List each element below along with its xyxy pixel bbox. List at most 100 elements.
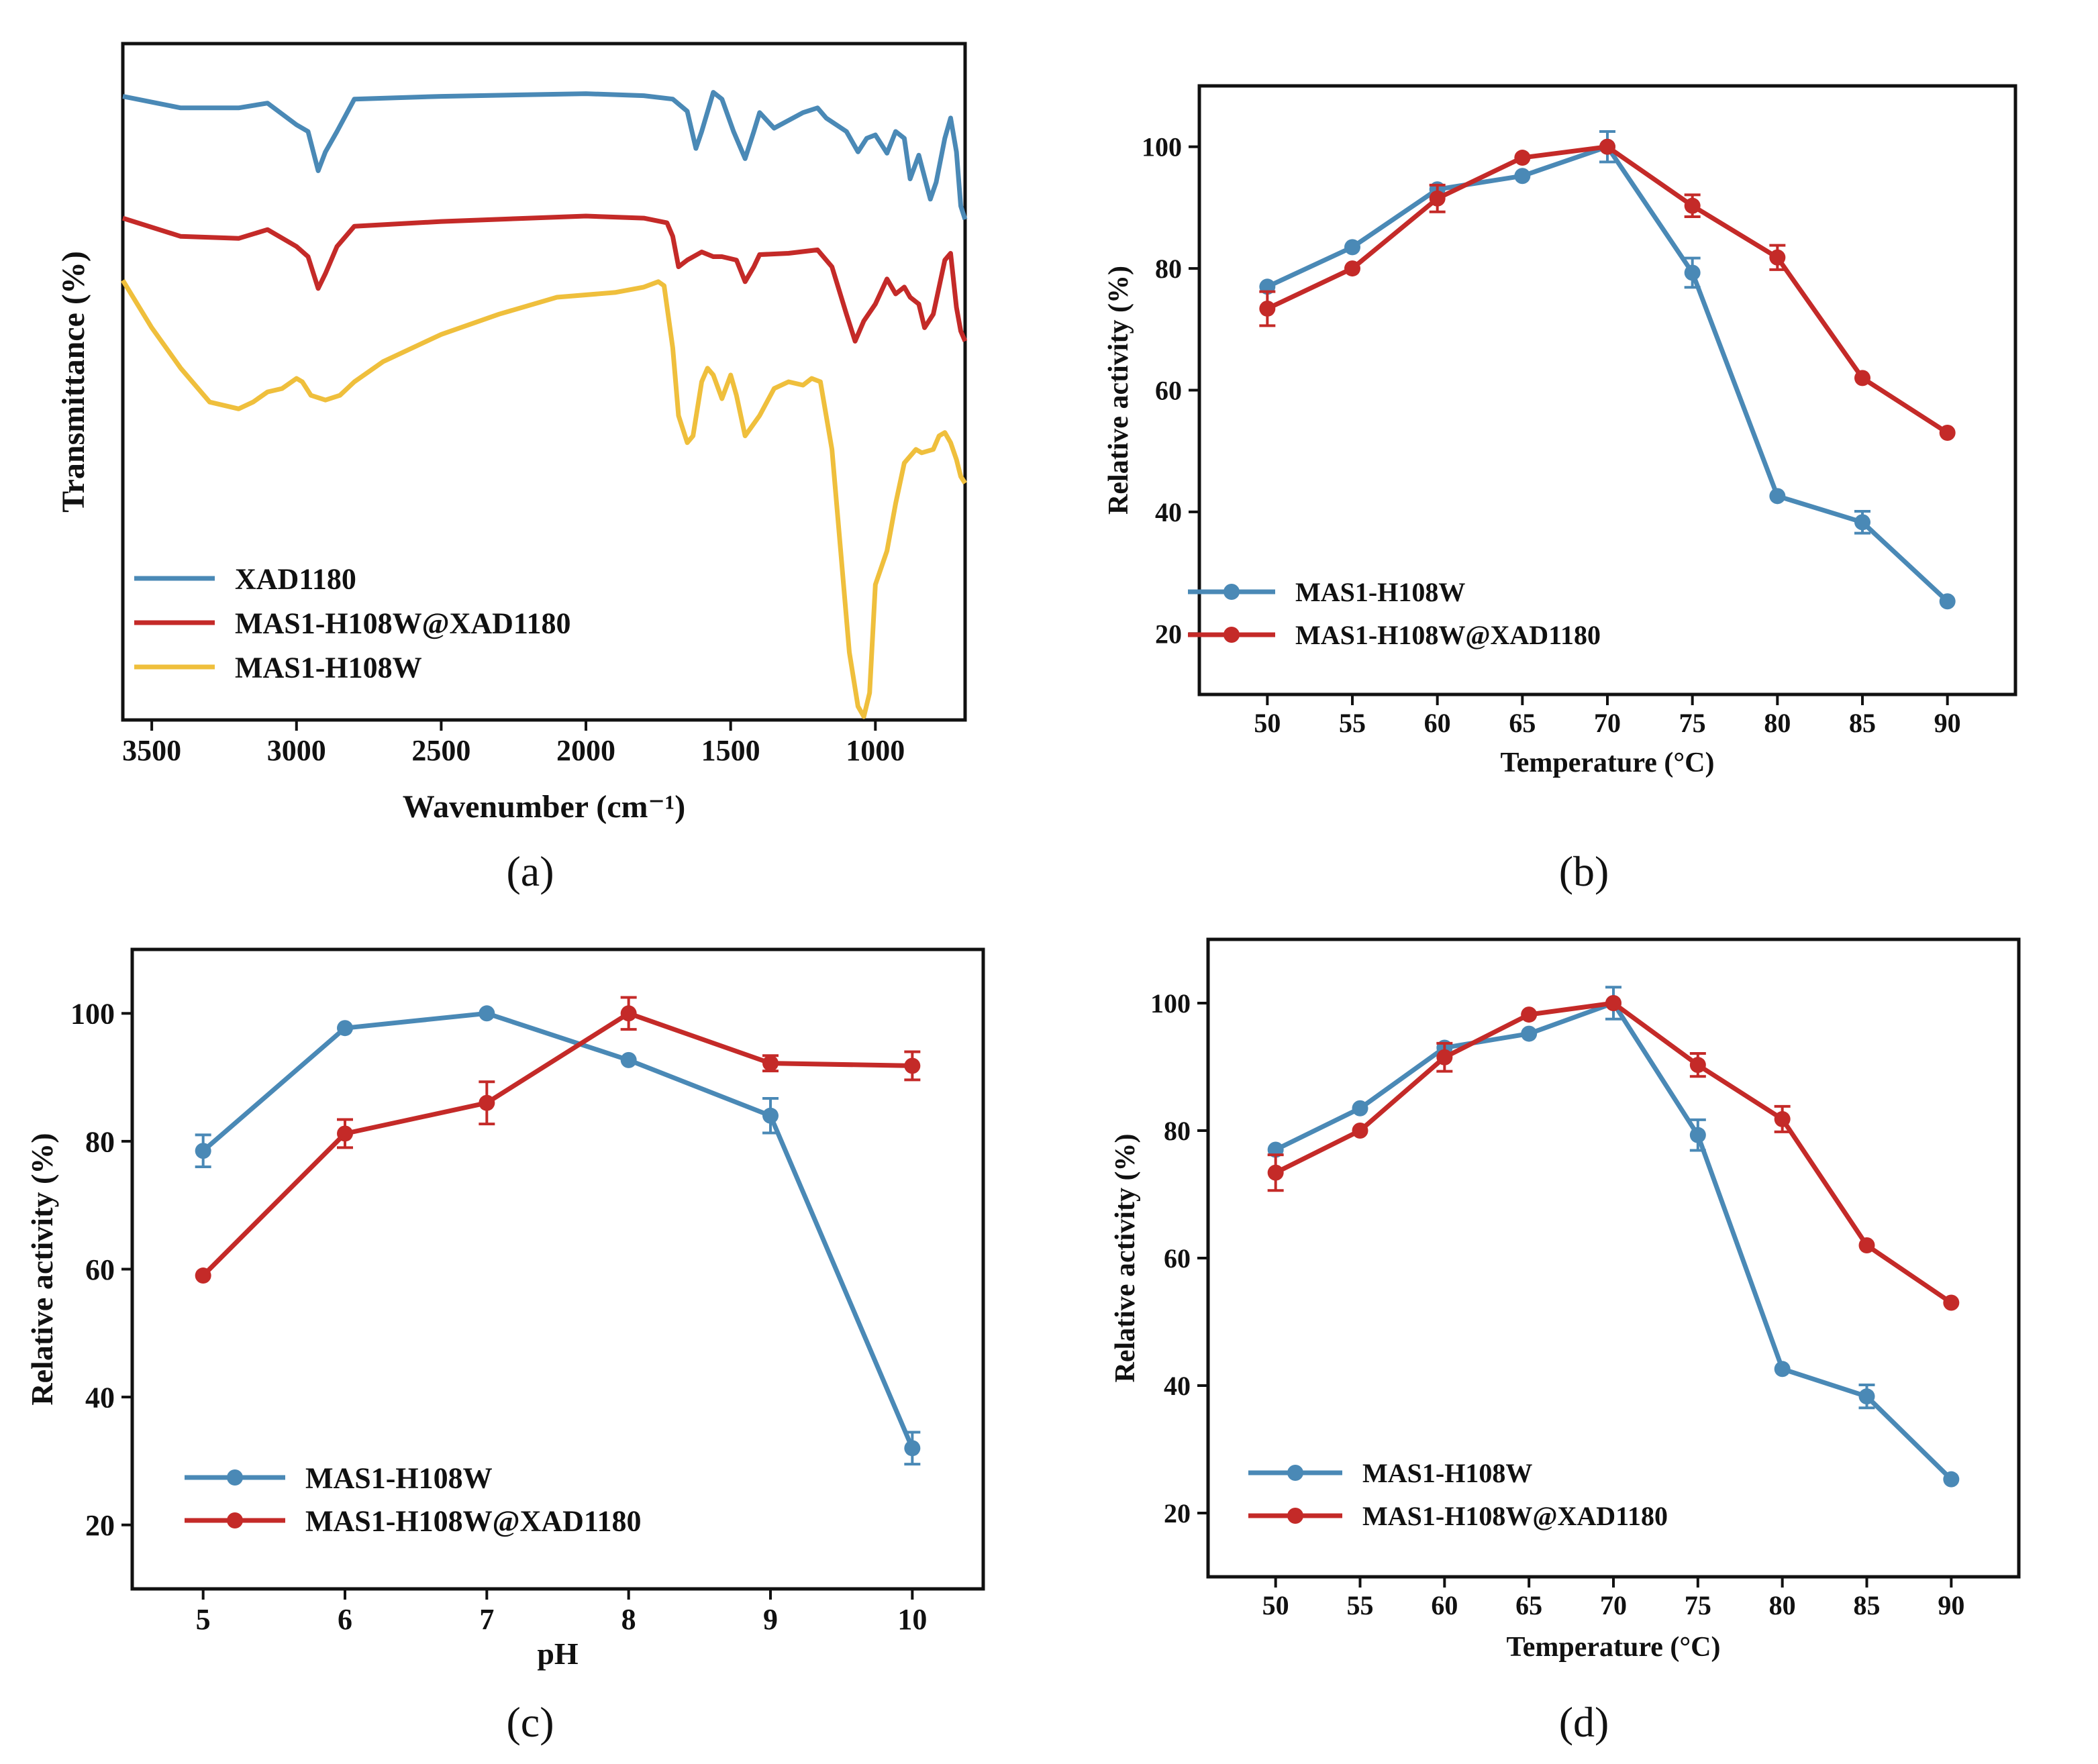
panel-label-a: (a): [506, 847, 554, 895]
chart-a-svg: 3500 3000 2500 2000 1500 1000 Wavenumber (cm⁻¹…: [56, 42, 968, 825]
data-point: [1352, 1123, 1368, 1139]
series-line: [1275, 1000, 1953, 1305]
y-tick-label: 20: [85, 1509, 115, 1542]
x-tick-label: 3500: [122, 734, 181, 767]
x-tick-label: 7: [479, 1603, 494, 1636]
x-tick-label: 3000: [267, 734, 326, 767]
y-axis-label: Relative activity (%): [1110, 1134, 1141, 1383]
x-axis-label: Wavenumber (cm⁻¹): [403, 789, 685, 825]
x-axis-label: Temperature (°C): [1507, 1632, 1721, 1663]
y-tick-label: 20: [1164, 1498, 1191, 1528]
data-point: [1939, 593, 1956, 610]
y-axis-label: Relative activity (%): [25, 1133, 59, 1405]
data-point: [904, 1440, 921, 1457]
y-tick-label: 60: [85, 1253, 115, 1286]
data-point: [1854, 370, 1870, 386]
data-point: [1267, 1164, 1284, 1181]
y-tick-label: 60: [1164, 1243, 1191, 1274]
x-tick-label: 6: [338, 1603, 352, 1636]
data-point: [1774, 1361, 1791, 1378]
data-point: [479, 1094, 495, 1111]
x-tick-label: 75: [1685, 1590, 1711, 1620]
y-tick-label: 40: [1164, 1371, 1191, 1401]
x-tick-label: 65: [1509, 708, 1536, 738]
data-point: [195, 1267, 211, 1284]
data-point: [762, 1055, 779, 1072]
plot-frame: [1206, 937, 2021, 1579]
legend-marker: [1223, 584, 1240, 600]
legend-marker: [1223, 627, 1240, 643]
series-line: [201, 1010, 913, 1278]
chart-a: 3500 3000 2500 2000 1500 1000 Wavenumber (cm⁻¹…: [0, 0, 1007, 839]
y-axis-label: Relative activity (%): [1103, 266, 1134, 515]
x-tick-label: 8: [621, 1603, 636, 1636]
data-point: [1605, 995, 1621, 1011]
x-tick-label: 2000: [556, 734, 615, 767]
y-axis-label: Transmittance (%): [56, 251, 91, 513]
x-tick-label: 70: [1594, 708, 1621, 738]
data-point: [620, 1005, 637, 1022]
y-tick-label: 40: [1155, 497, 1182, 527]
x-tick-label: 1000: [846, 734, 905, 767]
data-point: [1429, 190, 1446, 207]
data-point: [1436, 1049, 1453, 1066]
legend-label: MAS1-H108W: [1362, 1458, 1532, 1488]
data-point: [1352, 1100, 1368, 1117]
y-tick-label: 100: [70, 998, 115, 1031]
panel-label-c: (c): [506, 1698, 554, 1746]
y-tick-label: 100: [1142, 132, 1182, 162]
data-point: [479, 1005, 495, 1022]
series-line: [1275, 1000, 1953, 1482]
x-axis-label: pH: [537, 1637, 579, 1671]
legend-label: MAS1-H108W: [1295, 577, 1465, 607]
data-point: [1943, 1471, 1960, 1488]
data-point: [1344, 239, 1360, 256]
data-point: [1769, 488, 1786, 505]
data-point: [904, 1057, 921, 1074]
data-point: [762, 1107, 779, 1124]
y-tick-label: 60: [1155, 376, 1182, 406]
x-tick-label: 60: [1431, 1590, 1458, 1620]
legend-label: MAS1-H108W@XAD1180: [235, 607, 570, 639]
y-tick-label: 80: [1164, 1116, 1191, 1146]
x-tick-label: 60: [1424, 708, 1451, 738]
chart-c: 5 6 7 8 9 10 20 40 60 80 100 pH Relative activity (%…: [0, 892, 1034, 1698]
x-tick-label: 90: [1934, 708, 1961, 738]
x-tick-label: 5: [196, 1603, 211, 1636]
x-axis-label: Temperature (°C): [1501, 747, 1715, 778]
data-point: [337, 1020, 353, 1037]
panel-label-b: (b): [1558, 847, 1609, 895]
chart-d-svg: 50 55 60 65 70 75 80 85 90 20 40 60 80 100 Temperature…: [1110, 937, 2021, 1663]
series-line: [1266, 144, 1950, 603]
chart-c-svg: 5 6 7 8 9 10 20 40 60 80 100 pH Relative activity (%…: [25, 947, 985, 1671]
x-tick-label: 1500: [701, 734, 760, 767]
chart-d: 50 55 60 65 70 75 80 85 90 20 40 60 80 100 Temperature…: [1047, 892, 2098, 1698]
series-line: [1266, 144, 1949, 435]
legend-label: XAD1180: [235, 562, 356, 595]
x-tick-label: 9: [763, 1603, 778, 1636]
legend-marker: [1287, 1508, 1303, 1524]
x-tick-label: 85: [1849, 708, 1876, 738]
y-tick-label: 80: [1155, 254, 1182, 284]
y-tick-label: 80: [85, 1125, 115, 1158]
x-tick-label: 50: [1254, 708, 1281, 738]
data-point: [1514, 168, 1531, 185]
plot-frame: [121, 42, 967, 722]
data-point: [1943, 1294, 1960, 1311]
data-point: [1521, 1025, 1538, 1042]
x-tick-label: 80: [1764, 708, 1791, 738]
chart-b: 50 55 60 65 70 75 80 85 90 20 40 60 80 100 Temperature…: [1047, 0, 2098, 839]
data-point: [337, 1125, 353, 1142]
data-point: [195, 1143, 211, 1159]
data-point: [1259, 300, 1276, 317]
data-point: [1684, 264, 1701, 281]
chart-b-svg: 50 55 60 65 70 75 80 85 90 20 40 60 80 100 Temperature…: [1103, 84, 2017, 778]
data-point: [1774, 1110, 1791, 1127]
x-tick-label: 10: [897, 1603, 927, 1636]
data-point: [1599, 138, 1615, 155]
data-point: [1858, 1237, 1875, 1253]
series-line: [201, 1010, 915, 1449]
x-tick-label: 70: [1600, 1590, 1627, 1620]
panel-label-d: (d): [1558, 1698, 1609, 1746]
data-point: [620, 1051, 637, 1068]
